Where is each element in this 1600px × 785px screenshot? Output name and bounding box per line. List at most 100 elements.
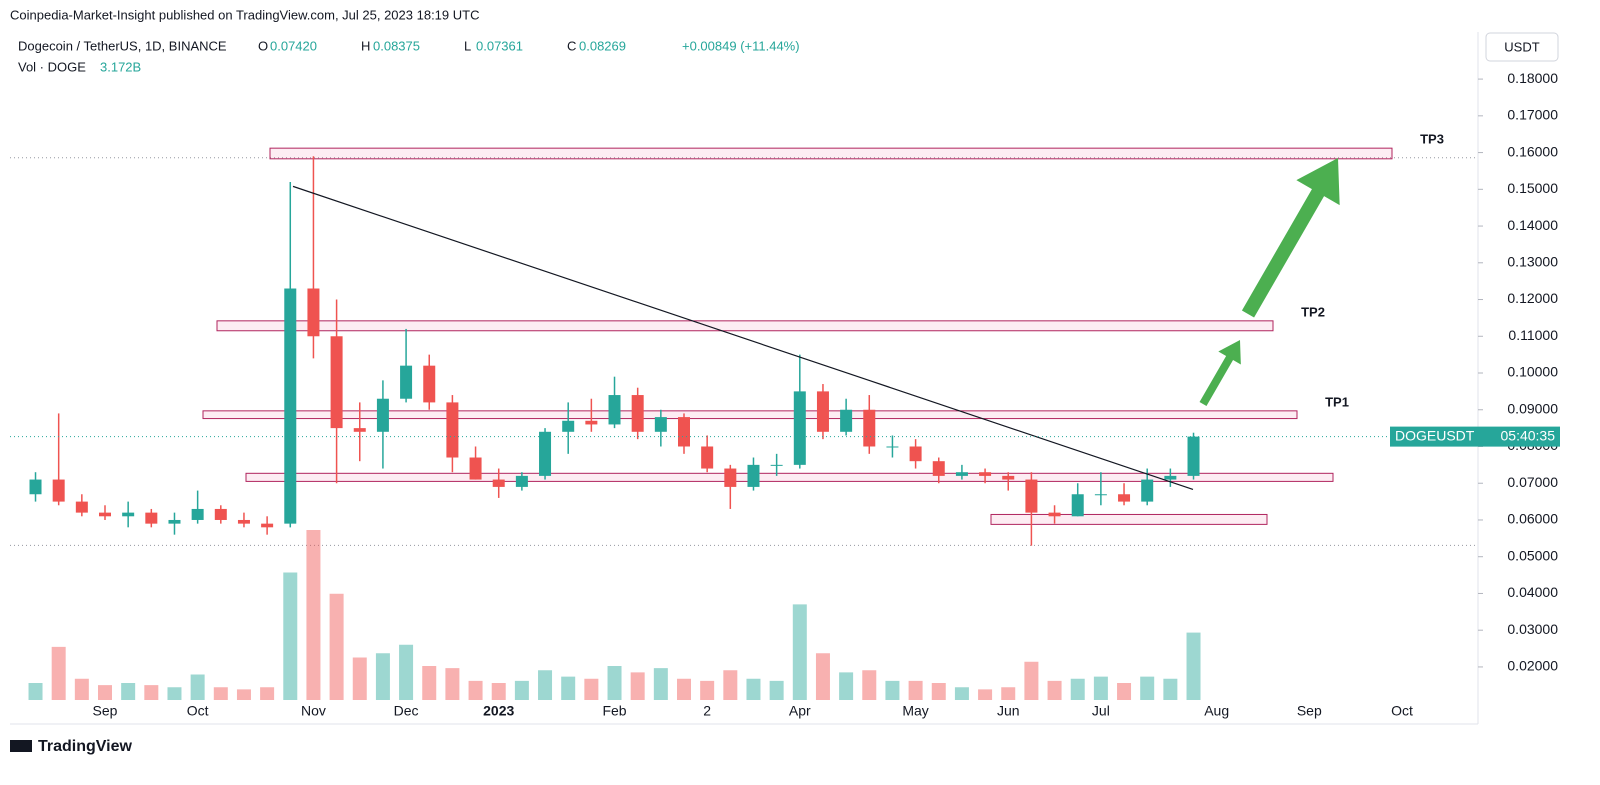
candle-body	[816, 391, 829, 432]
candle-body	[376, 398, 389, 432]
candle-body	[99, 512, 111, 517]
symbol: Dogecoin / TetherUS, 1D, BINANCE	[18, 38, 227, 53]
volume-bar	[74, 678, 89, 700]
volume-bar	[792, 604, 807, 700]
volume-label: Vol · DOGE	[18, 59, 86, 74]
x-tick-label: Feb	[602, 703, 626, 719]
volume-bar	[98, 685, 112, 700]
volume-bar	[352, 657, 367, 700]
volume-bar	[306, 530, 321, 700]
candle-body	[909, 446, 922, 462]
volume-bar	[653, 668, 668, 700]
volume-bar	[28, 683, 43, 700]
volume-bar	[815, 653, 830, 700]
x-tick-label: May	[902, 703, 928, 719]
x-tick-label: Oct	[1391, 703, 1413, 719]
volume-bar	[931, 683, 946, 700]
candle-body	[191, 508, 204, 520]
volume-bar	[1163, 678, 1178, 700]
x-tick-label: 2	[703, 703, 711, 719]
candle-body	[562, 420, 575, 432]
x-tick-label: Oct	[187, 703, 209, 719]
candle-body	[724, 468, 737, 487]
candle-body	[1187, 436, 1200, 476]
target-arrow	[1241, 158, 1340, 318]
h-value: 0.08375	[373, 38, 420, 53]
candle-body	[145, 512, 158, 524]
y-tick-label: 0.11000	[1508, 327, 1558, 343]
currency[interactable]: USDT	[1504, 39, 1539, 54]
volume-bar	[1024, 661, 1039, 700]
volume-bar	[885, 680, 900, 700]
candle-body	[1141, 479, 1154, 502]
volume-bar	[236, 689, 251, 700]
volume-bar	[677, 678, 691, 700]
candle-body	[840, 409, 853, 432]
zone-label: TP2	[1301, 304, 1325, 319]
volume-bar	[1117, 683, 1132, 700]
zone	[269, 147, 1393, 160]
target-arrow	[1199, 340, 1241, 407]
zone	[990, 513, 1268, 525]
volume-bar	[1047, 680, 1062, 700]
candle-body	[122, 512, 135, 517]
l-label: L	[464, 38, 471, 53]
volume-bar	[283, 572, 298, 700]
volume-bar	[978, 689, 993, 700]
candle-body	[353, 428, 366, 432]
candle-body	[515, 475, 528, 487]
zone-label: TP1	[1325, 394, 1349, 409]
volume-value: 3.172B	[100, 59, 141, 74]
y-tick-label: 0.17000	[1507, 107, 1558, 123]
volume-bar	[190, 674, 205, 700]
volume-bar	[1070, 678, 1085, 700]
volume-bar	[954, 687, 969, 700]
volume-bar	[630, 672, 645, 700]
change: +0.00849 (+11.44%)	[682, 38, 800, 53]
y-tick-label: 0.02000	[1507, 658, 1558, 674]
volume-bar	[1186, 632, 1201, 700]
candle-body	[400, 365, 413, 399]
zone	[245, 472, 1334, 482]
volume-bar	[213, 687, 228, 700]
candle-body	[1025, 479, 1038, 513]
volume-bar	[1001, 687, 1016, 700]
volume-bar	[375, 653, 390, 700]
o-label: O	[258, 38, 268, 53]
x-tick-label: Jun	[997, 703, 1020, 719]
c-value: 0.08269	[579, 38, 626, 53]
tv-logo	[10, 740, 32, 752]
volume-bar	[167, 687, 182, 700]
volume-bar	[839, 672, 854, 700]
candle-body	[446, 402, 459, 458]
y-tick-label: 0.13000	[1507, 253, 1558, 269]
price-tag-bg	[1390, 426, 1560, 447]
volume-bar	[121, 683, 136, 700]
candle-body	[168, 519, 181, 524]
volume-bar	[607, 666, 622, 700]
candle-body	[955, 472, 968, 476]
x-tick-label: Nov	[301, 703, 326, 719]
candle-body	[539, 431, 552, 476]
volume-bar	[445, 668, 460, 700]
candle-body	[261, 523, 274, 528]
candle-body	[1094, 494, 1107, 496]
candle-body	[747, 464, 760, 487]
footer-brand: TradingView	[38, 738, 133, 755]
volume-bar	[399, 644, 414, 700]
x-tick-label: Sep	[1297, 703, 1322, 719]
x-tick-label: Aug	[1204, 703, 1229, 719]
candle-body	[1071, 494, 1084, 517]
volume-bar	[51, 646, 66, 700]
volume-bar	[862, 670, 877, 700]
y-tick-label: 0.09000	[1507, 400, 1558, 416]
volume-bar	[700, 680, 715, 700]
y-tick-label: 0.03000	[1507, 621, 1558, 637]
candle-body	[701, 446, 714, 469]
h-label: H	[361, 38, 370, 53]
candle-body	[1118, 494, 1131, 502]
volume-bar	[144, 685, 159, 700]
currency-button[interactable]	[1485, 32, 1559, 62]
y-tick-label: 0.16000	[1507, 143, 1558, 159]
candle-body	[1164, 475, 1177, 480]
